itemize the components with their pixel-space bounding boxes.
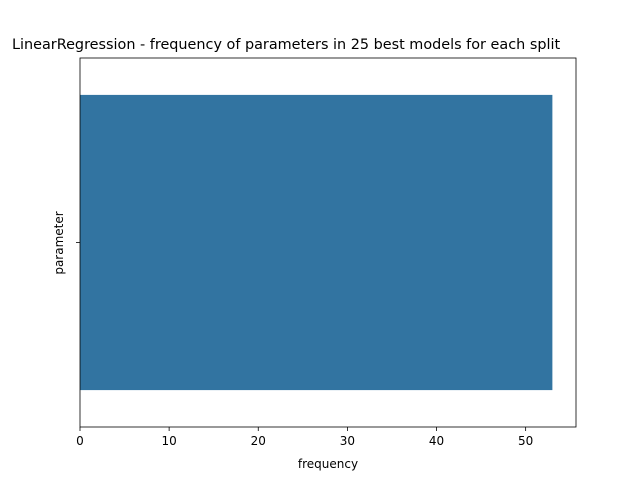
- bar-0: [80, 94, 553, 391]
- bars-layer: [80, 94, 553, 391]
- x-tick-label: 0: [76, 434, 84, 448]
- y-axis-label: parameter: [52, 211, 66, 274]
- x-axis-label: frequency: [298, 457, 358, 471]
- x-tick-label: 20: [251, 434, 266, 448]
- x-tick-label: 30: [340, 434, 355, 448]
- x-tick-label: 10: [161, 434, 176, 448]
- x-axis-ticks: 0 10 20 30 40 50: [76, 427, 533, 448]
- x-tick-label: 40: [429, 434, 444, 448]
- x-tick-label: 50: [518, 434, 533, 448]
- chart-title: LinearRegression - frequency of paramete…: [12, 37, 560, 53]
